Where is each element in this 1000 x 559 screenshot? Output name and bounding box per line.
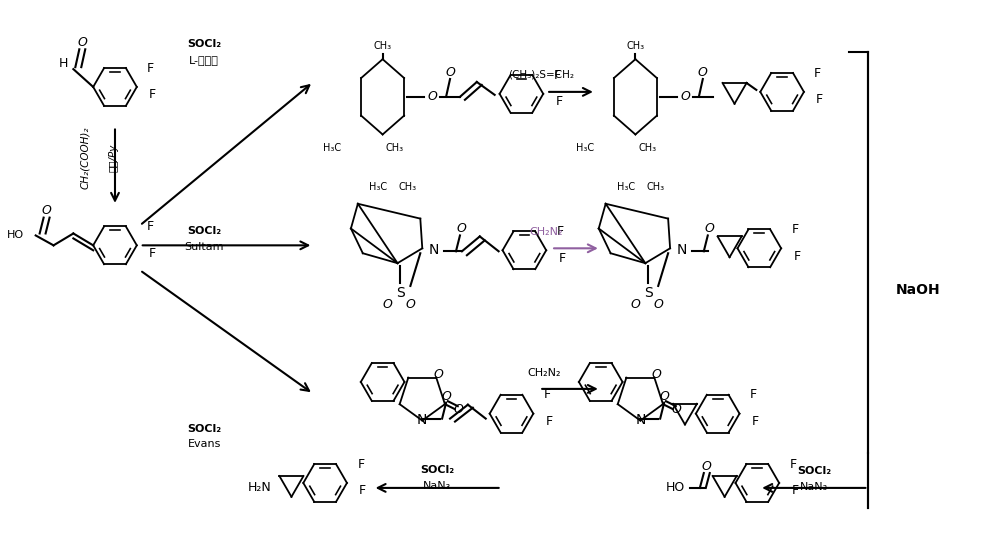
Text: F: F (789, 458, 797, 471)
Text: CH₂N₂: CH₂N₂ (529, 228, 563, 238)
Text: F: F (791, 223, 799, 236)
Text: F: F (558, 252, 566, 265)
Text: F: F (814, 67, 821, 79)
Text: F: F (752, 415, 759, 428)
Text: O: O (702, 459, 712, 472)
Text: F: F (793, 250, 801, 263)
Text: O: O (77, 36, 87, 49)
Text: F: F (147, 61, 154, 74)
Text: HO: HO (7, 230, 24, 240)
Text: O: O (441, 390, 451, 404)
Text: O: O (705, 222, 715, 235)
Text: H₂N: H₂N (248, 481, 272, 494)
Text: (CH₃)₂S=CH₂: (CH₃)₂S=CH₂ (508, 69, 574, 79)
Text: O: O (698, 65, 708, 79)
Text: Evans: Evans (188, 439, 221, 449)
Text: S: S (644, 286, 653, 300)
Text: F: F (816, 93, 823, 106)
Text: F: F (357, 458, 364, 471)
Text: F: F (359, 485, 366, 498)
Text: CH₃: CH₃ (638, 143, 656, 153)
Text: F: F (554, 69, 561, 82)
Text: NaOH: NaOH (896, 283, 940, 297)
Text: O: O (680, 91, 690, 103)
Text: CH₂N₂: CH₂N₂ (527, 368, 561, 378)
Text: H₃C: H₃C (576, 143, 594, 153)
Text: O: O (405, 299, 415, 311)
Text: S: S (396, 286, 405, 300)
Text: F: F (149, 88, 156, 101)
Text: H₃C: H₃C (617, 182, 635, 192)
Text: O: O (445, 65, 455, 79)
Text: CH₃: CH₃ (374, 41, 392, 51)
Text: CH₃: CH₃ (646, 182, 664, 192)
Text: SOCl₂: SOCl₂ (797, 466, 831, 476)
Text: CH₂(COOH)₂: CH₂(COOH)₂ (80, 127, 90, 190)
Text: SOCl₂: SOCl₂ (187, 226, 221, 236)
Text: O: O (652, 368, 662, 381)
Text: CH₃: CH₃ (626, 41, 644, 51)
Text: H₃C: H₃C (369, 182, 388, 192)
Text: F: F (750, 389, 757, 401)
Text: O: O (434, 368, 444, 381)
Text: F: F (546, 415, 553, 428)
Text: O: O (630, 299, 640, 311)
Text: H: H (59, 56, 68, 70)
Text: NaN₃: NaN₃ (423, 481, 451, 491)
Text: N: N (417, 413, 427, 427)
Text: F: F (791, 485, 799, 498)
Text: O: O (672, 402, 682, 415)
Text: F: F (147, 220, 154, 233)
Text: F: F (556, 95, 563, 108)
Text: O: O (457, 222, 467, 235)
Text: F: F (557, 225, 564, 238)
Text: O: O (653, 299, 663, 311)
Text: N: N (635, 413, 646, 427)
Text: F: F (544, 389, 551, 401)
Text: O: O (659, 390, 669, 404)
Text: SOCl₂: SOCl₂ (187, 424, 221, 433)
Text: O: O (383, 299, 393, 311)
Text: Sultam: Sultam (184, 242, 224, 252)
Text: SOCl₂: SOCl₂ (420, 465, 454, 475)
Text: CH₃: CH₃ (398, 182, 416, 192)
Text: H₃C: H₃C (323, 143, 341, 153)
Text: 吡啶/Py: 吡啶/Py (108, 144, 118, 172)
Text: HO: HO (666, 481, 685, 494)
Text: O: O (42, 204, 52, 217)
Text: F: F (149, 247, 156, 260)
Text: O: O (427, 91, 437, 103)
Text: N: N (429, 243, 439, 257)
Text: N: N (677, 243, 687, 257)
Text: NaN₃: NaN₃ (800, 482, 828, 492)
Text: O: O (454, 402, 464, 415)
Text: SOCl₂: SOCl₂ (187, 39, 221, 49)
Text: L-薄荷醇: L-薄荷醇 (189, 55, 219, 65)
Text: CH₃: CH₃ (385, 143, 404, 153)
